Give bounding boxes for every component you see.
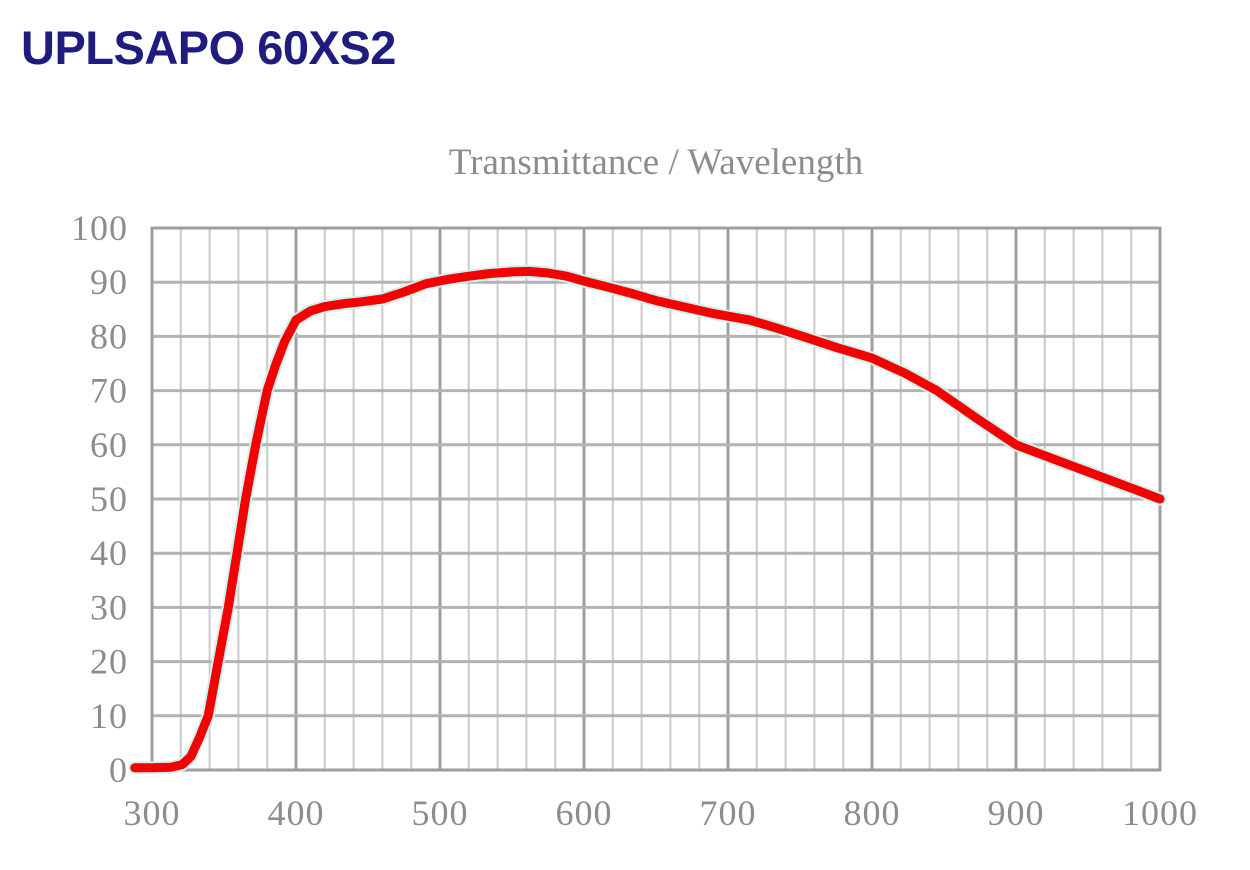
curve-halo <box>128 264 1167 775</box>
y-tick-label: 40 <box>90 533 128 573</box>
transmittance-curve <box>130 266 1165 773</box>
x-tick-label: 400 <box>268 793 325 833</box>
y-tick-label: 30 <box>90 587 128 627</box>
y-tick-label: 100 <box>71 208 128 248</box>
y-tick-label: 90 <box>90 262 128 302</box>
y-tick-label: 0 <box>109 750 128 790</box>
x-tick-label: 1000 <box>1122 793 1198 833</box>
y-tick-label: 60 <box>90 425 128 465</box>
y-tick-label: 70 <box>90 371 128 411</box>
y-tick-label: 80 <box>90 316 128 356</box>
x-tick-label: 300 <box>124 793 181 833</box>
x-tick-label: 800 <box>844 793 901 833</box>
y-tick-label: 50 <box>90 479 128 519</box>
x-tick-label: 600 <box>556 793 613 833</box>
chart-title: Transmittance / Wavelength <box>448 142 864 183</box>
page-title: UPLSAPO 60XS2 <box>21 21 396 74</box>
y-tick-label: 20 <box>90 642 128 682</box>
x-tick-label: 900 <box>988 793 1045 833</box>
y-tick-label: 10 <box>90 696 128 736</box>
x-tick-label: 700 <box>700 793 757 833</box>
x-tick-label: 500 <box>412 793 469 833</box>
